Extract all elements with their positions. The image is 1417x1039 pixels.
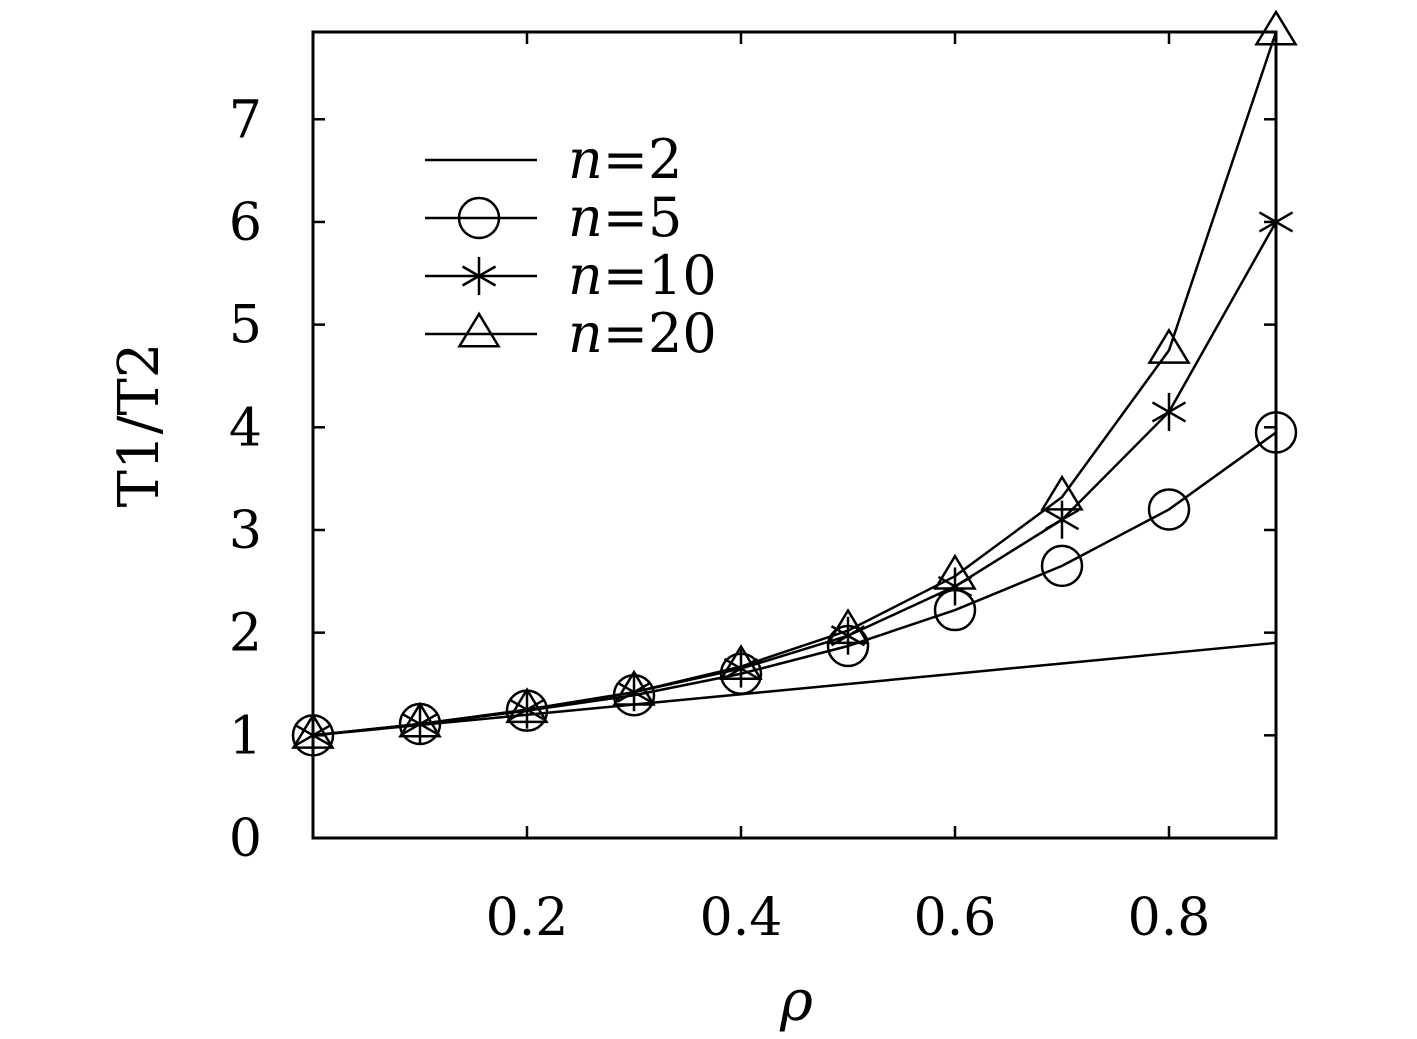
y-axis-label: T1/T2 <box>107 343 172 508</box>
y-tick-label: 7 <box>229 90 262 150</box>
y-tick-label: 3 <box>229 501 262 561</box>
y-tick-label: 5 <box>229 296 262 356</box>
series-line <box>312 641 1277 737</box>
data-point-triangle <box>933 553 977 590</box>
legend-label: n=10 <box>568 244 717 307</box>
data-point-triangle <box>1147 327 1191 364</box>
y-tick-label: 1 <box>229 706 262 766</box>
data-point-star <box>937 567 973 606</box>
legend-marker <box>457 196 501 240</box>
data-point-triangle <box>612 669 656 706</box>
legend-label: n=2 <box>568 128 682 191</box>
data-point-triangle <box>826 608 870 645</box>
x-tick-label: 0.2 <box>486 888 569 948</box>
legend-item: n=20 <box>425 302 717 365</box>
data-point-triangle <box>398 701 442 738</box>
y-tick-label: 0 <box>229 809 262 869</box>
legend-marker <box>461 257 497 295</box>
legend-item: n=5 <box>425 186 682 249</box>
data-point-star <box>1151 392 1187 431</box>
data-point-triangle <box>1040 474 1084 511</box>
legend: n=2n=5n=10n=20 <box>425 128 717 365</box>
plot-frame <box>311 30 1278 840</box>
legend-item: n=2 <box>425 128 682 191</box>
series-n=20 <box>291 9 1298 749</box>
y-tick-label: 2 <box>229 604 262 664</box>
y-tick-label: 6 <box>229 193 262 253</box>
x-axis-label: ρ <box>779 969 813 1034</box>
legend-item: n=10 <box>425 244 717 307</box>
data-point-triangle <box>505 687 549 724</box>
data-point-circle <box>1040 544 1084 588</box>
y-axis-ticks: 0 1 2 3 4 5 6 7 <box>229 90 1276 869</box>
data-point-circle <box>1147 488 1191 531</box>
series-line <box>312 31 1278 737</box>
data-point-triangle <box>719 644 763 681</box>
x-tick-label: 0.8 <box>1128 888 1211 948</box>
legend-marker <box>457 311 501 348</box>
x-axis-ticks: 0.2 0.4 0.6 0.8 <box>486 32 1211 948</box>
data-point-star <box>1044 500 1080 539</box>
legend-label: n=5 <box>568 186 682 249</box>
x-tick-label: 0.6 <box>914 888 997 948</box>
y-tick-label: 4 <box>229 398 262 458</box>
legend-label: n=20 <box>568 302 717 365</box>
x-tick-label: 0.4 <box>700 888 783 948</box>
series-n=2 <box>312 641 1277 737</box>
